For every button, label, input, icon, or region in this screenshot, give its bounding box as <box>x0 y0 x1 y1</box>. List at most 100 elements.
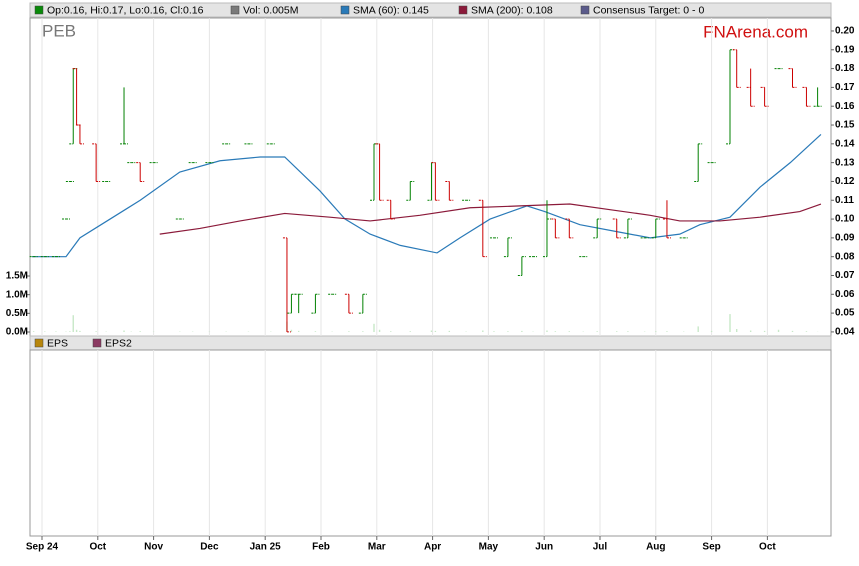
volume-bar <box>777 329 780 332</box>
volume-bar <box>735 329 738 332</box>
x-tick-label: Sep 24 <box>26 542 59 553</box>
y-tick-label: 0.12 <box>835 176 855 187</box>
volume-bar <box>434 330 437 332</box>
legend-swatch <box>230 5 240 15</box>
x-tick-label: Nov <box>144 542 163 553</box>
y-tick-label: 0.09 <box>835 233 855 244</box>
x-tick-label: Aug <box>646 542 665 553</box>
y-tick-label: 0.04 <box>835 327 855 338</box>
y-tick-label: 0.06 <box>835 289 855 300</box>
volume-bar <box>123 330 125 332</box>
legend-swatch <box>34 338 44 348</box>
volume-bar <box>749 330 752 332</box>
y-tick-label: 0.14 <box>835 138 855 149</box>
sma-line <box>159 203 822 235</box>
y-tick-label: 0.11 <box>835 195 854 206</box>
volume-bar <box>627 331 629 332</box>
volume-bar <box>596 331 598 332</box>
y-tick-label: 0.10 <box>835 214 855 225</box>
x-tick-label: Feb <box>312 542 330 553</box>
x-tick-label: Oct <box>89 542 106 553</box>
volume-bar <box>72 315 74 332</box>
legend-strip <box>29 2 832 18</box>
volume-bar <box>348 331 350 332</box>
x-tick-label: Apr <box>424 542 441 553</box>
y-tick-label: 0.05 <box>835 308 855 319</box>
volume-bar <box>710 330 713 332</box>
legend-swatch <box>340 5 350 15</box>
volume-bar <box>697 326 699 332</box>
volume-bar <box>373 323 375 332</box>
price-panel <box>29 17 832 341</box>
legend-label: Vol: 0.005M <box>243 4 298 16</box>
volume-bar <box>655 331 657 332</box>
y-tick-label: 0.16 <box>835 101 855 112</box>
volume-bar <box>314 331 317 332</box>
volume-bar <box>290 329 293 332</box>
volume-bar <box>568 331 571 332</box>
ticker: PEB <box>42 21 76 40</box>
volume-bar <box>55 331 57 332</box>
watermark: FNArena.com <box>703 22 808 41</box>
volume-bar <box>482 330 484 332</box>
volume-bar <box>390 331 392 332</box>
volume-bar <box>666 331 668 332</box>
x-tick-label: May <box>479 542 499 553</box>
x-tick-label: Jun <box>535 542 553 553</box>
volume-bar <box>409 331 411 332</box>
eps-panel <box>29 349 832 537</box>
volume-bar <box>507 331 509 332</box>
legend-swatch <box>92 338 102 348</box>
volume-bar <box>763 330 766 332</box>
volume-bar <box>554 331 557 332</box>
legend-swatch <box>580 5 590 15</box>
volume-tick-label: 0.0M <box>6 327 28 338</box>
x-tick-label: Mar <box>368 542 386 553</box>
volume-bar <box>362 331 364 332</box>
legend-label: SMA (200): 0.108 <box>471 4 553 16</box>
volume-bar <box>546 330 548 332</box>
x-tick-label: Sep <box>702 542 720 553</box>
eps-legend-strip <box>29 335 832 351</box>
volume-bar <box>69 331 71 332</box>
legend-swatch <box>458 5 468 15</box>
volume-bar <box>95 331 97 332</box>
y-tick-label: 0.19 <box>835 44 855 55</box>
volume-bar <box>729 314 731 332</box>
legend-label: Op:0.16, Hi:0.17, Lo:0.16, Cl:0.16 <box>47 4 204 16</box>
sma-line <box>31 133 822 258</box>
volume-bar <box>297 330 300 332</box>
x-tick-label: Dec <box>200 542 219 553</box>
volume-bar <box>805 331 808 332</box>
volume-bar <box>616 331 618 332</box>
volume-tick-label: 1.0M <box>6 289 28 300</box>
volume-bar <box>139 331 141 332</box>
volume-bar <box>430 330 433 332</box>
y-tick-label: 0.07 <box>835 270 855 281</box>
legend-label: SMA (60): 0.145 <box>353 4 429 16</box>
volume-bar <box>521 330 523 332</box>
volume-tick-label: 0.5M <box>6 308 28 319</box>
y-tick-label: 0.15 <box>835 120 855 131</box>
volume-bar <box>448 330 451 332</box>
volume-bar <box>378 329 381 332</box>
x-tick-label: Jul <box>593 542 608 553</box>
y-tick-label: 0.20 <box>835 26 855 37</box>
x-tick-label: Jan 25 <box>250 542 282 553</box>
y-tick-label: 0.08 <box>835 251 855 262</box>
volume-bar <box>791 330 794 332</box>
volume-bar <box>44 331 46 332</box>
legend-label: Consensus Target: 0 - 0 <box>593 4 704 16</box>
legend-label: EPS <box>47 337 68 349</box>
volume-bar <box>75 329 78 332</box>
legend-label: EPS2 <box>105 337 132 349</box>
volume-bar <box>79 330 81 332</box>
x-tick-label: Oct <box>759 542 776 553</box>
volume-tick-label: 1.5M <box>6 271 28 282</box>
y-tick-label: 0.18 <box>835 63 855 74</box>
y-tick-label: 0.17 <box>835 82 855 93</box>
legend-swatch <box>34 5 44 15</box>
volume-bar <box>32 331 35 332</box>
volume-bar <box>493 331 495 332</box>
